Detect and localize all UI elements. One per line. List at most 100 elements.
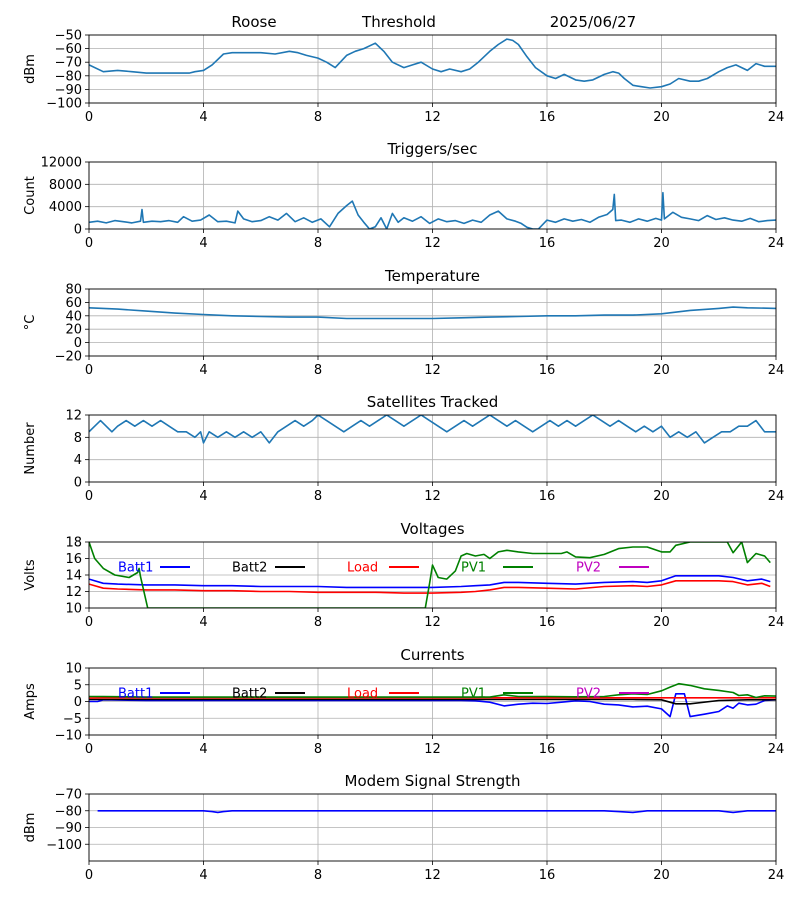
x-tick-label: 12 [424,489,441,504]
legend-label-batt1: Batt1 [118,687,153,702]
x-tick-label: 0 [85,615,93,630]
legend: Batt1 Batt2 Load PV1 PV2 [118,561,649,576]
legend-label-pv1: PV1 [461,687,486,702]
plot-frame [88,34,777,104]
chart-title: Voltages [400,520,464,538]
x-tick-label: 20 [653,615,670,630]
x-tick-label: 20 [653,489,670,504]
y-axis-label: Count [23,176,38,215]
y-axis-label: Volts [23,559,38,591]
chart-panel-4: 0 4 8 12 16 20 24 0 4 8 12 Satellites Tracked Number [23,393,784,504]
station-name: Roose [231,13,276,31]
x-tick-label: 4 [199,615,207,630]
series-line-batt2 [89,698,776,705]
series-line-main [89,415,776,444]
series-line-pv1 [89,542,771,608]
chart-panel-2: 0 4 8 12 16 20 24 0 4000 8000 12000 Triggers/sec Cou… [23,140,784,251]
y-tick-label: 12 [65,585,82,600]
x-tick-label: 4 [199,868,207,883]
x-tick-label: 16 [539,742,556,757]
x-tick-label: 4 [199,742,207,757]
x-tick-label: 24 [768,363,785,378]
plot-frame [88,288,777,357]
x-tick-label: 12 [424,110,441,125]
legend-label-pv2: PV2 [576,561,601,576]
y-tick-label: −90 [55,83,82,98]
legend-label-pv2: PV2 [576,687,601,702]
x-tick-label: 4 [199,110,207,125]
y-tick-label: −100 [46,97,82,112]
y-axis-label: dBm [23,813,38,843]
y-axis-label: Number [23,422,38,475]
x-tick-label: 8 [314,110,322,125]
x-tick-label: 8 [314,363,322,378]
x-tick-label: 8 [314,868,322,883]
x-tick-label: 12 [424,615,441,630]
y-tick-label: 18 [65,536,82,551]
y-tick-label: 5 [74,678,82,693]
chart-title: Triggers/sec [387,140,478,158]
chart-title: Currents [400,646,464,664]
x-tick-label: 20 [653,110,670,125]
legend: Batt1 Batt2 Load PV1 PV2 [118,687,649,702]
y-tick-label: −70 [55,788,82,803]
chart-panel-1: 0 4 8 12 16 20 24 −100−90−80−70−60−50 dBm [23,29,784,126]
y-tick-label: 40 [65,309,82,324]
y-tick-label: −80 [55,69,82,84]
legend-label-batt2: Batt2 [232,561,267,576]
x-tick-label: 4 [199,363,207,378]
y-tick-label: 12 [65,409,82,424]
y-tick-label: −60 [55,42,82,57]
y-tick-label: 16 [65,552,82,567]
x-tick-label: 16 [539,489,556,504]
y-tick-label: −50 [55,29,82,44]
y-tick-label: 12000 [41,156,82,171]
y-tick-label: 14 [65,569,82,584]
x-tick-label: 24 [768,110,785,125]
series-line-main [89,38,776,89]
x-tick-label: 20 [653,742,670,757]
acquisition-date: 2025/06/27 [550,13,636,31]
x-tick-label: 0 [85,868,93,883]
plot-frame [88,793,777,862]
series-lines [97,809,776,814]
y-tick-label: −10 [55,729,82,744]
x-tick-label: 0 [85,489,93,504]
legend-label-load: Load [347,687,378,702]
y-tick-label: −5 [63,712,82,727]
series-lines [89,542,771,608]
x-tick-label: 16 [539,615,556,630]
y-tick-label: 10 [65,662,82,677]
y-tick-label: 8000 [49,178,82,193]
x-tick-label: 20 [653,363,670,378]
series-lines [89,191,776,229]
y-tick-label: 0 [74,223,82,238]
x-tick-label: 24 [768,868,785,883]
y-tick-label: 80 [65,283,82,298]
series-lines [89,682,776,718]
x-tick-label: 16 [539,236,556,251]
x-tick-label: 16 [539,363,556,378]
y-tick-label: 0 [74,695,82,710]
y-tick-label: −100 [46,838,82,853]
x-tick-label: 24 [768,236,785,251]
y-axis-label: dBm [23,54,38,84]
y-tick-label: 0 [74,476,82,491]
series-lines [89,306,776,320]
plot-frame [88,161,777,230]
x-tick-label: 24 [768,615,785,630]
legend-label-batt2: Batt2 [232,687,267,702]
series-line-main [97,809,776,814]
y-tick-label: 8 [74,431,82,446]
series-line-batt1 [89,692,776,718]
x-tick-label: 12 [424,868,441,883]
chart-panel-7: 0 4 8 12 16 20 24 −100 −90 −80−70 Modem Signal Str… [23,772,784,883]
x-tick-label: 24 [768,489,785,504]
series-lines [89,38,776,89]
x-tick-label: 16 [539,868,556,883]
y-tick-label: −20 [55,350,82,365]
plot-frame [88,667,777,736]
